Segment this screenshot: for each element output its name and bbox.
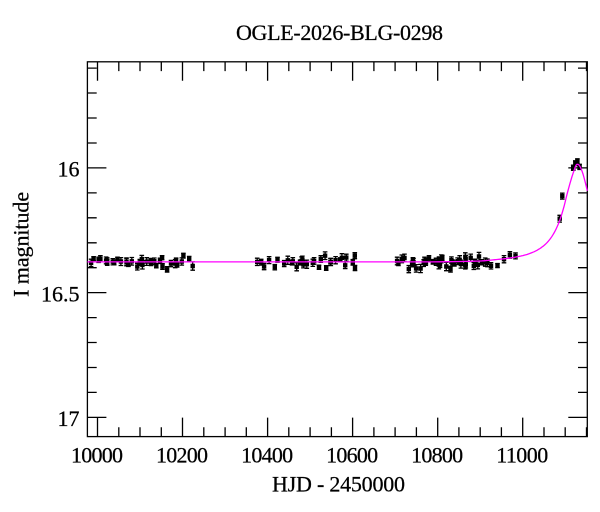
svg-text:10000: 10000 [71, 443, 123, 468]
svg-text:HJD - 2450000: HJD - 2450000 [272, 471, 405, 496]
svg-text:16: 16 [58, 157, 80, 182]
svg-text:10600: 10600 [326, 443, 378, 468]
svg-text:10800: 10800 [411, 443, 463, 468]
svg-text:OGLE-2026-BLG-0298: OGLE-2026-BLG-0298 [236, 20, 443, 45]
svg-text:11000: 11000 [496, 443, 548, 468]
svg-text:17: 17 [58, 406, 80, 431]
svg-text:10400: 10400 [241, 443, 293, 468]
svg-text:I magnitude: I magnitude [9, 192, 34, 297]
svg-text:16.5: 16.5 [41, 281, 80, 306]
svg-text:10200: 10200 [156, 443, 208, 468]
